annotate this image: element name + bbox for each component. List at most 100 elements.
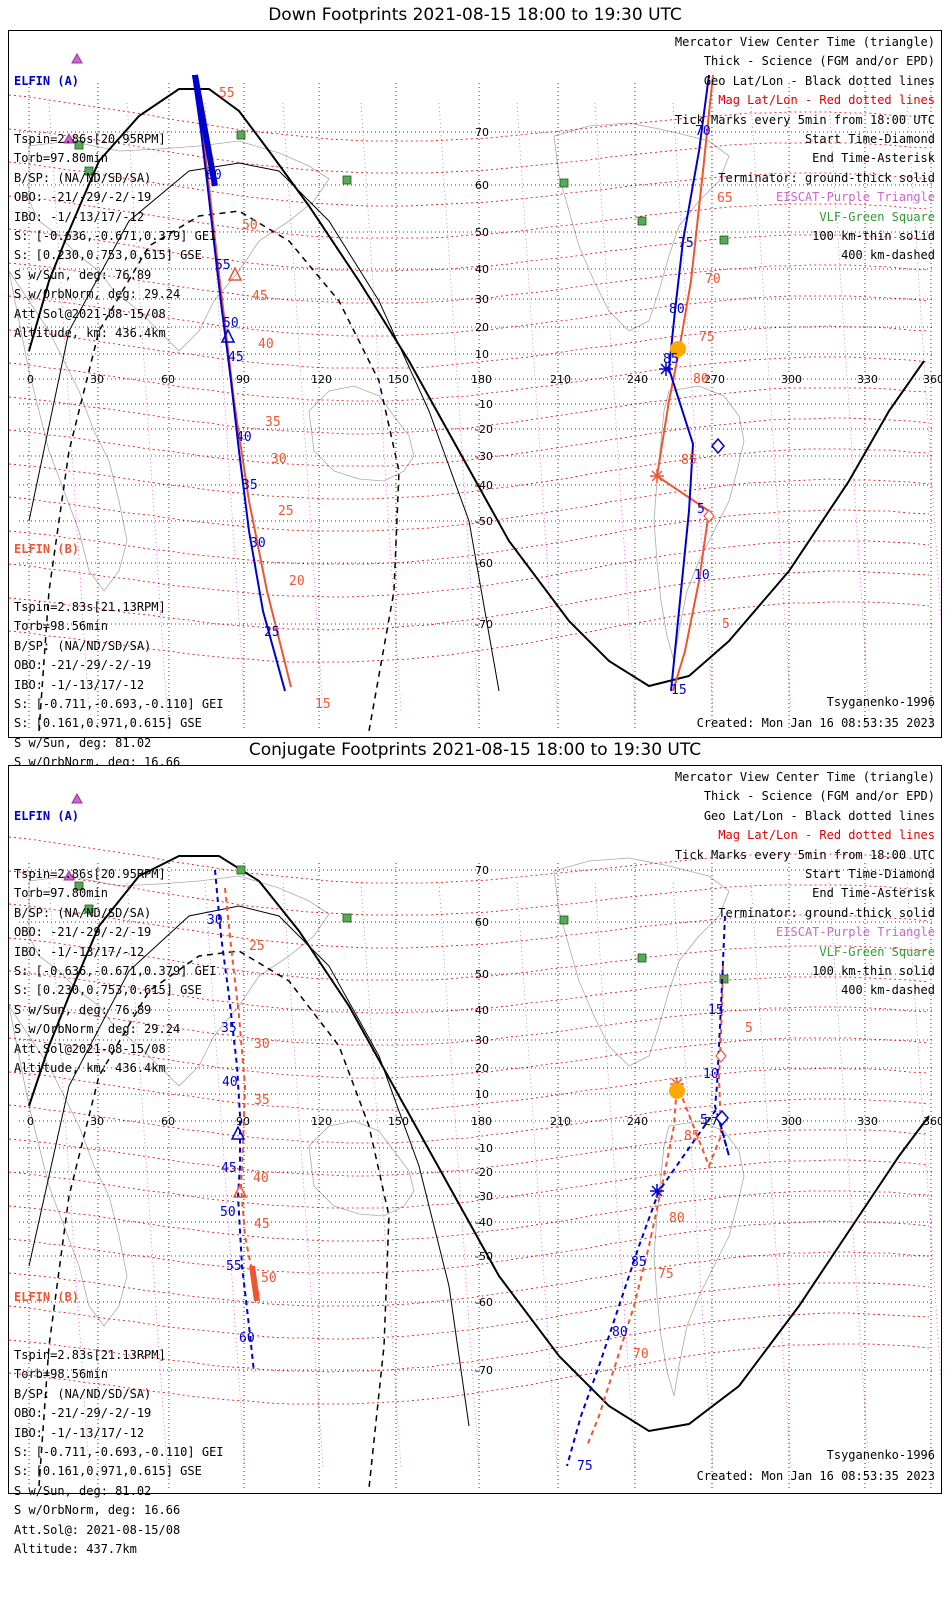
continent-outline (308, 385, 415, 482)
map-legend: Mercator View Center Time (triangle) Thic… (675, 768, 935, 1001)
created-timestamp: Created: Mon Jan 16 08:53:35 2023 (696, 1469, 935, 1483)
latitude-label: -40 (475, 1216, 493, 1229)
elfin-a-info-line: OBO: -21/-29/-2/-19 (14, 925, 152, 940)
subsolar-point (669, 1083, 685, 1099)
legend-line: Geo Lat/Lon - Black dotted lines (703, 73, 935, 88)
continent-outline (308, 1120, 415, 1217)
longitude-label: 0 (27, 373, 34, 386)
elfin-a-tick-label: 50 (220, 1205, 236, 1220)
mag-latitude-curve (9, 1037, 930, 1079)
latitude-label: 20 (475, 321, 489, 334)
vlf-station-square (559, 915, 569, 925)
legend-line: Mercator View Center Time (triangle) (674, 770, 935, 784)
latitude-label: -60 (475, 1296, 493, 1309)
mag-latitude-curve (9, 128, 930, 174)
elfin-b-info-line: IBO: -1/-13/17/-12 (14, 1425, 145, 1440)
elfin-b-info-line: S w/Sun, deg: 81.02 (14, 735, 152, 750)
legend-line: Mag Lat/Lon - Red dotted lines (718, 93, 935, 108)
elfin-b-info: ELFIN (B) Tspin=2.83s[21.13RPM] Torb=98.5… (14, 1249, 224, 1598)
elfin-b-track (194, 74, 292, 688)
mag-latitude-curve (9, 1129, 930, 1177)
vlf-station-square (84, 166, 94, 176)
longitude-label: 210 (550, 373, 571, 386)
elfin-b-info-line: Tspin=2.83s[21.13RPM] (14, 600, 166, 615)
elfin-b-info-line: S: [-0.711,-0.693,-0.110] GEI (14, 697, 224, 712)
legend-line: Mercator View Center Time (triangle) (674, 35, 935, 49)
mag-longitude-line (48, 882, 90, 1469)
latitude-label: 70 (475, 126, 489, 139)
vlf-station-square (74, 140, 84, 150)
mag-longitude-line (828, 882, 870, 1469)
mag-latitude-curve (9, 417, 930, 467)
latitude-label: 60 (475, 916, 489, 929)
down-footprints-map: 0 30 60 90 120 150 180 210 240 270 300 330 360 70 60 50… (8, 30, 942, 808)
elfin-b-track (224, 887, 260, 1297)
panel-1-title: Down Footprints 2021-08-15 18:00 to 19:3… (268, 5, 682, 25)
elfin-b-tick-label: 70 (705, 272, 721, 287)
mag-longitude-line (126, 102, 168, 712)
elfin-b-tick-label: 45 (252, 289, 268, 304)
elfin-a-info-line: S: [-0.636,-0.671,0.379] GEI (14, 229, 217, 244)
continent-outline (653, 1120, 745, 1397)
latitude-label: -20 (475, 1166, 493, 1179)
longitude-label: 300 (781, 373, 802, 386)
latitude-label: -30 (475, 450, 493, 463)
latitude-label: 40 (475, 263, 489, 276)
mag-latitude-curve (9, 356, 930, 402)
end-time-asterisk (650, 469, 664, 483)
latitude-label: 40 (475, 1004, 489, 1017)
legend-line: Start Time-Diamond (804, 132, 935, 147)
altitude-100km-line (28, 162, 500, 692)
latitude-label: 20 (475, 1062, 489, 1075)
mag-longitude-line (282, 102, 324, 712)
mag-latitude-curve (9, 1098, 930, 1144)
vlf-station-square (637, 953, 647, 963)
elfin-a-tick-label: 35 (242, 478, 258, 493)
mag-longitude-line (672, 102, 714, 712)
longitude-label: 180 (471, 1115, 492, 1128)
elfin-a-header: ELFIN (A) (14, 73, 80, 88)
legend-line: EISCAT-Purple Triangle (776, 190, 935, 205)
elfin-b-tick-label: 5 (745, 1021, 753, 1036)
legend-line: 100 km-thin solid (812, 964, 935, 979)
elfin-b-tick-label: 15 (315, 697, 331, 712)
latitude-label: 50 (475, 968, 489, 981)
vlf-station-square (719, 235, 729, 245)
vlf-station-square (236, 130, 246, 140)
legend-line: Thick - Science (FGM and/or EPD) (703, 54, 935, 69)
longitude-label: 210 (550, 1115, 571, 1128)
elfin-b-tick-label: 50 (261, 1271, 277, 1286)
continent-outline (9, 270, 128, 592)
elfin-b-info-line: B/SP: (NA/ND/SD/SA) (14, 638, 152, 653)
elfin-a-tick-label: 75 (678, 236, 694, 251)
mag-latitude-curve (9, 448, 930, 500)
elfin-b-tick-label: 40 (258, 337, 274, 352)
continent-outline (9, 1005, 128, 1327)
legend-line: VLF-Green Square (819, 944, 935, 959)
elfin-b-tick-label: 85 (681, 453, 697, 468)
mag-longitude-line (282, 882, 324, 1469)
elfin-b-tick-label: 80 (693, 372, 709, 387)
longitude-label: 150 (388, 1115, 409, 1128)
subsolar-point (670, 341, 686, 357)
mag-longitude-line (828, 102, 870, 712)
terminator-line (28, 855, 930, 1433)
latitude-label: 10 (475, 1088, 489, 1101)
elfin-a-tick-label: 10 (694, 568, 710, 583)
end-time-asterisk (659, 362, 673, 376)
mag-longitude-line (438, 882, 480, 1469)
latitude-label: -10 (475, 398, 493, 411)
elfin-b-track (586, 965, 724, 1447)
elfin-a-info-line: IBO: -1/-13/17/-12 (14, 944, 145, 959)
mag-latitude-curve (9, 970, 930, 1014)
map-legend: Mercator View Center Time (triangle) Thic… (675, 33, 935, 266)
elfin-a-info-line: OBO: -21/-29/-2/-19 (14, 190, 152, 205)
mag-longitude-line (516, 102, 558, 712)
longitude-label: 30 (90, 1115, 104, 1128)
elfin-a-tick-label: 15 (671, 683, 687, 698)
elfin-a-tick-label: 45 (221, 1161, 237, 1176)
elfin-b-header: ELFIN (B) (14, 541, 80, 556)
elfin-a-tick-label: 55 (215, 258, 231, 273)
elfin-b-tick-label: 50 (242, 218, 258, 233)
elfin-b-tick-label: 80 (669, 1211, 685, 1226)
